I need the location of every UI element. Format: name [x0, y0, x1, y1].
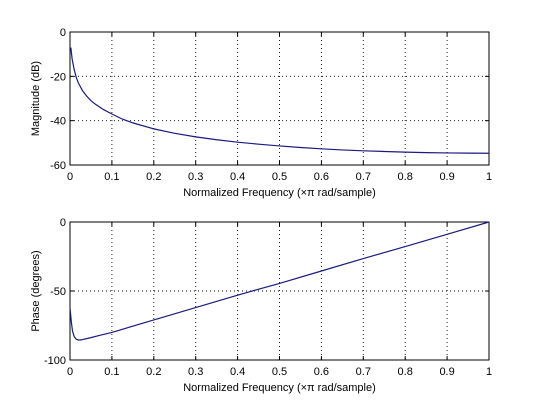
magnitude-x-tick-label: 0.6 — [314, 171, 329, 183]
phase-x-tick-label: 0.1 — [104, 366, 119, 378]
magnitude-x-tick-label: 0.7 — [356, 171, 371, 183]
magnitude-y-axis-label: Magnitude (dB) — [30, 61, 42, 136]
magnitude-x-tick-label: 0.5 — [272, 171, 287, 183]
magnitude-response-line — [70, 47, 490, 154]
magnitude-y-tick-label: -60 — [50, 160, 66, 172]
phase-x-tick-label: 0.7 — [356, 366, 371, 378]
magnitude-ticks: 0 0.1 0.2 0.3 0.4 0.5 0.6 0.7 0.8 0.9 1 0 -20 -40 -60 — [50, 27, 492, 183]
magnitude-y-tick-label: -20 — [50, 71, 66, 83]
phase-y-tick-label: -50 — [50, 286, 66, 298]
magnitude-y-tick-label: 0 — [60, 27, 66, 39]
phase-x-tick-label: 0.2 — [146, 366, 161, 378]
phase-plot: 0 0.1 0.2 0.3 0.4 0.5 0.6 0.7 0.8 0.9 1 0 -50 -100 No… — [30, 217, 492, 394]
phase-ticks: 0 0.1 0.2 0.3 0.4 0.5 0.6 0.7 0.8 0.9 1 0 -50 -100 — [44, 217, 492, 378]
phase-x-tick-label: 0.3 — [188, 366, 203, 378]
magnitude-y-tick-label: -40 — [50, 116, 66, 128]
magnitude-x-tick-label: 0.4 — [230, 171, 245, 183]
phase-x-tick-label: 1 — [486, 366, 492, 378]
magnitude-x-axis-label: Normalized Frequency (×π rad/sample) — [183, 187, 376, 199]
magnitude-x-tick-label: 0.1 — [104, 171, 119, 183]
phase-series — [69, 221, 490, 341]
magnitude-x-tick-label: 0.9 — [439, 171, 454, 183]
phase-x-tick-label: 0.9 — [439, 366, 454, 378]
magnitude-x-tick-label: 0.8 — [398, 171, 413, 183]
magnitude-x-tick-label: 0.3 — [188, 171, 203, 183]
phase-y-tick-label: 0 — [60, 217, 66, 229]
phase-x-tick-label: 0.5 — [272, 366, 287, 378]
phase-y-tick-label: -100 — [44, 355, 66, 367]
phase-response-line — [69, 221, 490, 341]
phase-y-axis-label: Phase (degrees) — [30, 250, 42, 331]
phase-x-tick-label: 0.6 — [314, 366, 329, 378]
magnitude-plot: 0 0.1 0.2 0.3 0.4 0.5 0.6 0.7 0.8 0.9 10-20-40-60 … — [30, 27, 492, 199]
magnitude-series — [70, 47, 490, 154]
phase-x-tick-label: 0.4 — [230, 366, 245, 378]
magnitude-x-tick-label: 0 — [67, 171, 73, 183]
phase-x-axis-label: Normalized Frequency (×π rad/sample) — [183, 382, 376, 394]
phase-x-tick-label: 0.8 — [398, 366, 413, 378]
magnitude-x-tick-label: 0.2 — [146, 171, 161, 183]
phase-grid — [70, 222, 489, 360]
magnitude-plot-area — [69, 31, 490, 166]
magnitude-x-tick-label: 1 — [486, 171, 492, 183]
phase-x-tick-label: 0 — [67, 366, 73, 378]
